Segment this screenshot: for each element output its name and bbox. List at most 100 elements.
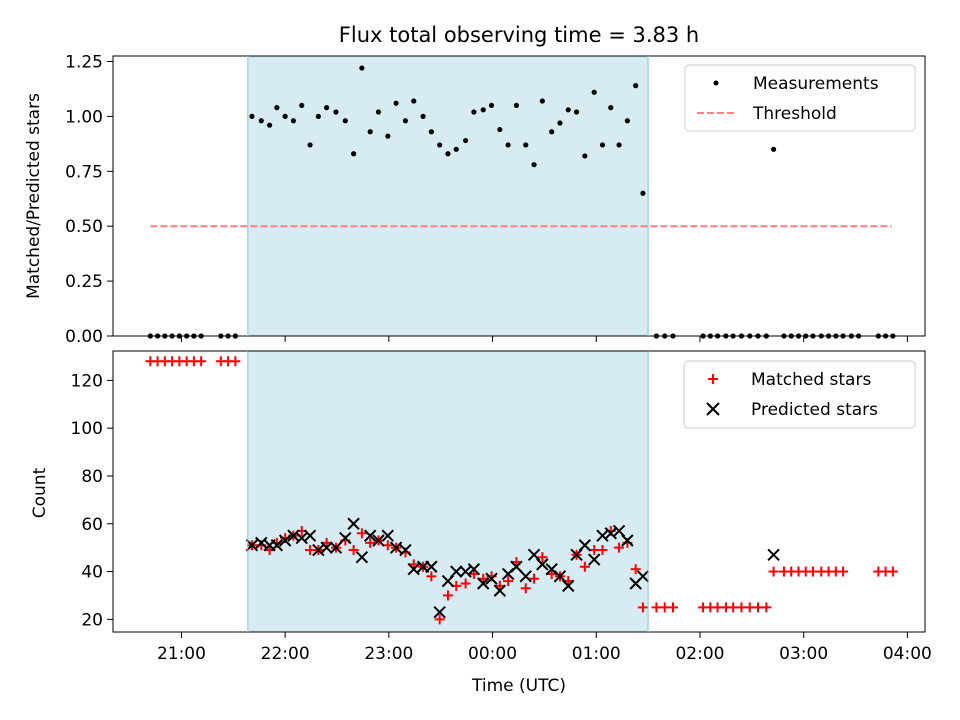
count-y-tick-label: 100	[71, 419, 103, 439]
count-legend-box	[683, 360, 916, 429]
matched-star-point	[520, 583, 531, 594]
measurement-point	[591, 89, 597, 95]
measurement-point	[557, 120, 563, 126]
measurement-point	[428, 129, 434, 135]
measurement-point	[640, 190, 646, 196]
legend-measurements-label: Measurements	[753, 74, 879, 94]
ratio-x-ticks	[180, 336, 908, 342]
predicted-star-point	[493, 584, 507, 597]
measurement-point	[565, 107, 571, 113]
legend-measurements-marker	[713, 80, 719, 86]
ratio-panel: 0.00 0.25 0.50 0.75 1.00 1.25 Matched/Predict…	[24, 52, 926, 347]
measurement-point	[523, 142, 529, 148]
predicted-star-point	[485, 572, 498, 585]
measurement-point	[342, 118, 348, 124]
measurement-point	[375, 109, 382, 115]
x-tick-label: 00:00	[468, 644, 517, 664]
predicted-star-point	[399, 543, 412, 557]
predicted-star-points	[245, 517, 780, 619]
matched-star-point	[838, 566, 849, 577]
legend-threshold-label: Threshold	[752, 104, 837, 124]
predicted-star-point	[425, 560, 438, 573]
predicted-star-point	[329, 541, 343, 554]
measurement-point	[282, 113, 288, 119]
measurement-point	[633, 83, 639, 89]
measurement-point	[315, 113, 321, 119]
count-y-label: Count	[30, 467, 50, 518]
matched-star-point	[460, 578, 471, 589]
ratio-legend-box	[684, 64, 916, 132]
predicted-star-point	[510, 560, 523, 573]
measurement-point	[599, 142, 606, 148]
matched-star-point	[579, 561, 590, 572]
predicted-star-point	[433, 605, 446, 619]
matched-star-point	[529, 573, 540, 584]
predicted-star-point	[467, 562, 481, 576]
predicted-star-point	[578, 539, 592, 552]
count-legend: Matched stars Predicted stars	[683, 360, 916, 429]
matched-star-point	[537, 552, 548, 563]
x-tick-label: 01:00	[572, 644, 621, 664]
x-tick-label: 02:00	[675, 644, 724, 664]
predicted-star-point	[320, 541, 333, 554]
predicted-star-point	[604, 527, 617, 540]
count-x-axis: 21:00 22:00 23:00 00:00 01:00 02:00 03:00 04:00	[157, 632, 932, 664]
measurement-point	[249, 113, 255, 119]
matched-star-point	[768, 566, 779, 577]
matched-star-point	[614, 542, 625, 553]
matched-star-point	[408, 559, 419, 570]
predicted-star-point	[587, 553, 601, 566]
matched-star-point	[494, 580, 505, 591]
measurement-point	[393, 100, 399, 106]
predicted-star-point	[255, 536, 268, 550]
measurement-point	[274, 105, 280, 111]
count-y-tick-label: 120	[71, 371, 103, 391]
matched-star-point	[637, 602, 648, 613]
count-y-tick-label: 60	[81, 515, 103, 535]
predicted-star-point	[295, 531, 308, 545]
legend-matched-label: Matched stars	[751, 370, 871, 390]
matched-star-point	[503, 576, 514, 587]
measurement-point	[624, 118, 630, 124]
predicted-star-point	[303, 529, 317, 542]
measurement-point	[608, 105, 614, 111]
matched-star-point	[511, 556, 522, 567]
matched-star-point	[365, 537, 376, 548]
predicted-star-point	[372, 534, 385, 547]
measurement-point	[411, 98, 417, 104]
measurement-point	[437, 142, 443, 148]
predicted-star-point	[767, 548, 780, 562]
predicted-star-point	[477, 577, 490, 590]
predicted-star-point	[450, 565, 463, 578]
ratio-y-tick-label: 0.50	[65, 217, 103, 237]
x-axis-label: Time (UTC)	[471, 676, 566, 696]
measurement-point	[367, 129, 373, 135]
predicted-star-point	[270, 539, 284, 552]
ratio-y-tick-label: 0.25	[65, 272, 103, 292]
measurement-point	[402, 118, 409, 124]
ratio-y-tick-label: 0.00	[65, 327, 103, 347]
measurement-point	[350, 151, 357, 157]
predicted-star-point	[287, 529, 300, 542]
count-panel-frame	[112, 350, 926, 633]
chart-title: Flux total observing time = 3.83 h	[339, 23, 699, 47]
predicted-star-point	[636, 570, 650, 583]
matched-star-point	[434, 614, 445, 625]
predicted-star-point	[536, 558, 549, 571]
measurement-point	[385, 133, 391, 139]
predicted-star-point	[381, 529, 395, 542]
measurement-point	[582, 153, 588, 159]
matched-star-point	[630, 564, 641, 575]
matched-star-point	[478, 573, 489, 584]
measurement-point	[258, 118, 264, 124]
ratio-panel-highlight-span	[247, 56, 649, 336]
measurement-point	[420, 113, 426, 119]
measurement-point	[770, 146, 777, 152]
measurement-point	[333, 109, 339, 115]
measurement-point	[324, 105, 330, 111]
matched-star-point	[196, 356, 207, 367]
measurement-point	[307, 142, 313, 148]
predicted-star-point	[278, 534, 292, 547]
count-y-tick-label: 80	[81, 467, 103, 487]
